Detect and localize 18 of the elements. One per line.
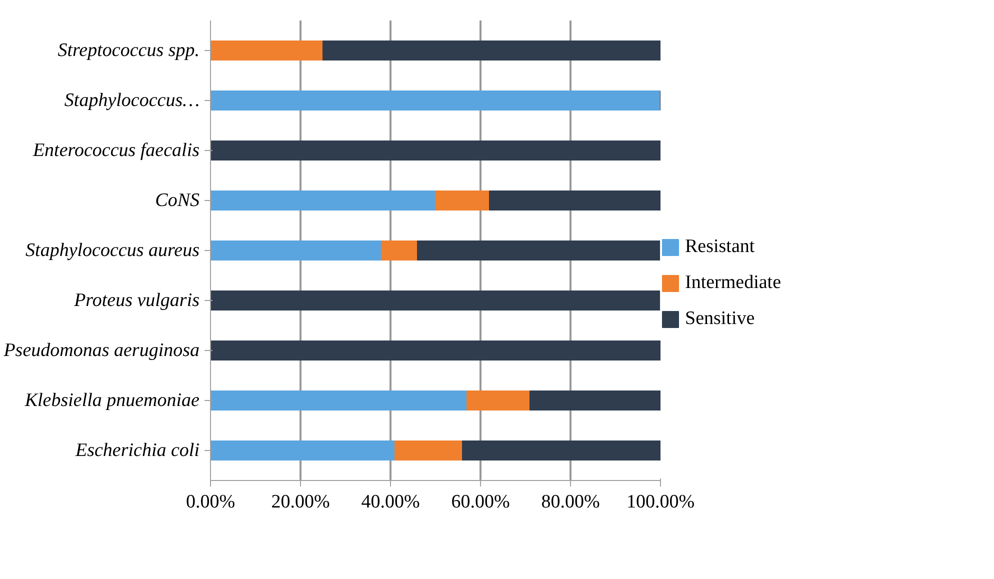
x-tick-label: 80.00% [541,492,600,512]
y-tick-label: Proteus vulgaris [73,290,200,311]
x-tick-label: 60.00% [451,492,510,512]
legend-label: Resistant [685,236,755,258]
y-tick-label: Streptococcus spp. [58,40,200,61]
y-tick-label: Staphylococcus aureus [26,240,200,261]
y-tick-label: Pseudomonas aeruginosa [2,340,200,361]
legend-label: Sensitive [685,308,755,330]
y-tick-label: CoNS [155,190,200,211]
x-tick-label: 20.00% [271,492,330,512]
x-tick-label: 0.00% [186,492,236,512]
series-label: Intermediate [685,272,782,294]
x-tick-label: 100.00% [626,492,695,512]
y-tick-label: Staphylococcus… [64,90,200,111]
y-tick-label: Escherichia coli [74,440,200,461]
y-tick-label: Enterococcus faecalis [32,140,200,161]
y-tick-label: Klebsiella pnuemoniae [24,390,200,411]
x-tick-label: 40.00% [361,492,420,512]
